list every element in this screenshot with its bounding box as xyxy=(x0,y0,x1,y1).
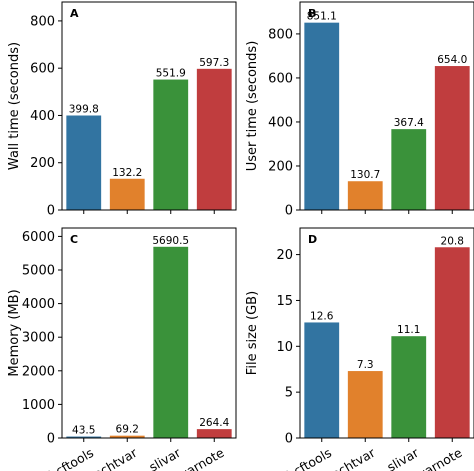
panel-label: D xyxy=(308,233,317,246)
x-tick-label-bcftools: bcftools xyxy=(46,445,96,471)
panel-label: C xyxy=(70,233,78,246)
value-label-d-varnote: 20.8 xyxy=(441,235,464,247)
y-tick-label: 0 xyxy=(47,204,55,219)
bar-b-slivar xyxy=(391,129,427,210)
value-label-a-bcftools: 399.8 xyxy=(69,104,99,116)
bar-c-varnote xyxy=(196,429,232,438)
y-axis-label: Wall time (seconds) xyxy=(7,42,22,170)
bar-a-bcftools xyxy=(66,115,102,210)
y-tick-label: 5 xyxy=(285,386,293,401)
bar-a-varnote xyxy=(196,68,232,210)
bar-b-bcftools xyxy=(304,22,340,210)
value-label-c-varnote: 264.4 xyxy=(199,417,229,429)
x-tick-label-echtvar: echtvar xyxy=(329,444,378,471)
value-label-a-slivar: 551.9 xyxy=(156,68,186,80)
axes-frame xyxy=(299,227,474,439)
y-tick-label: 15 xyxy=(276,294,293,309)
value-label-c-echtvar: 69.2 xyxy=(116,424,139,436)
bar-b-echtvar xyxy=(347,181,383,210)
y-axis-label: File size (GB) xyxy=(245,291,260,375)
y-tick-label: 800 xyxy=(268,27,293,42)
y-tick-label: 1000 xyxy=(22,398,55,413)
x-tick-label-slivar: slivar xyxy=(384,444,421,471)
axes-frame xyxy=(61,1,237,211)
y-tick-label: 200 xyxy=(30,156,55,171)
y-tick-label: 0 xyxy=(285,432,293,447)
bar-d-bcftools xyxy=(304,322,340,438)
value-label-a-echtvar: 132.2 xyxy=(112,167,142,179)
y-tick-label: 20 xyxy=(276,248,293,263)
x-tick-label-bcftools: bcftools xyxy=(284,445,334,471)
panel-a: 399.8 132.2 551.9 597.3 0 200 400 600 800 Wall ti… xyxy=(7,1,237,219)
y-tick-label: 600 xyxy=(268,71,293,86)
y-tick-label: 10 xyxy=(276,340,293,355)
y-tick-label: 800 xyxy=(30,14,55,29)
axes-frame xyxy=(61,227,237,439)
x-tick-label-varnote: varnote xyxy=(415,445,464,471)
value-label-d-echtvar: 7.3 xyxy=(357,359,374,371)
y-tick-label: 0 xyxy=(47,432,55,447)
value-label-d-bcftools: 12.6 xyxy=(310,310,334,322)
y-tick-label: 400 xyxy=(268,115,293,130)
bar-c-echtvar xyxy=(109,435,145,438)
y-tick-label: 0 xyxy=(285,204,293,219)
value-label-c-slivar: 5690.5 xyxy=(152,235,189,247)
bar-a-slivar xyxy=(153,79,189,211)
y-axis-label: User time (seconds) xyxy=(245,41,260,172)
bar-c-bcftools xyxy=(66,436,102,438)
y-tick-label: 2000 xyxy=(22,364,55,379)
x-tick-label-varnote: varnote xyxy=(177,445,226,471)
panel-b: 851.1 130.7 367.4 654.0 0 200 400 600 800 User ti… xyxy=(245,1,474,219)
value-label-a-varnote: 597.3 xyxy=(199,57,229,69)
y-tick-label: 6000 xyxy=(22,230,55,245)
panel-d: 12.6 7.3 11.1 20.8 0 5 10 15 20 File size (GB) Dbc… xyxy=(245,227,474,471)
panel-label: B xyxy=(308,7,316,20)
bar-d-varnote xyxy=(434,247,470,438)
value-label-c-bcftools: 43.5 xyxy=(72,425,95,437)
bar-d-echtvar xyxy=(347,371,383,438)
value-label-b-slivar: 367.4 xyxy=(394,117,424,129)
y-tick-label: 400 xyxy=(30,109,55,124)
y-tick-label: 4000 xyxy=(22,297,55,312)
panel-c: 43.5 69.2 5690.5 264.4 0 1000 2000 3000 4000 5000… xyxy=(7,227,237,471)
y-axis-label: Memory (MB) xyxy=(7,289,22,376)
bar-d-slivar xyxy=(391,336,427,438)
y-tick-label: 3000 xyxy=(22,331,55,346)
y-tick-label: 5000 xyxy=(22,264,55,279)
x-tick-label-slivar: slivar xyxy=(146,444,183,471)
y-tick-label: 200 xyxy=(268,159,293,174)
y-tick-label: 600 xyxy=(30,62,55,77)
value-label-b-varnote: 654.0 xyxy=(437,54,467,66)
bar-b-varnote xyxy=(434,66,470,210)
bar-c-slivar xyxy=(153,246,189,438)
axes-frame xyxy=(299,1,474,211)
value-label-b-echtvar: 130.7 xyxy=(350,169,380,181)
value-label-b-bcftools: 851.1 xyxy=(307,11,337,23)
x-tick-label-echtvar: echtvar xyxy=(91,444,140,471)
value-label-d-slivar: 11.1 xyxy=(397,324,420,336)
panel-label: A xyxy=(70,7,79,20)
bar-a-echtvar xyxy=(109,178,145,210)
